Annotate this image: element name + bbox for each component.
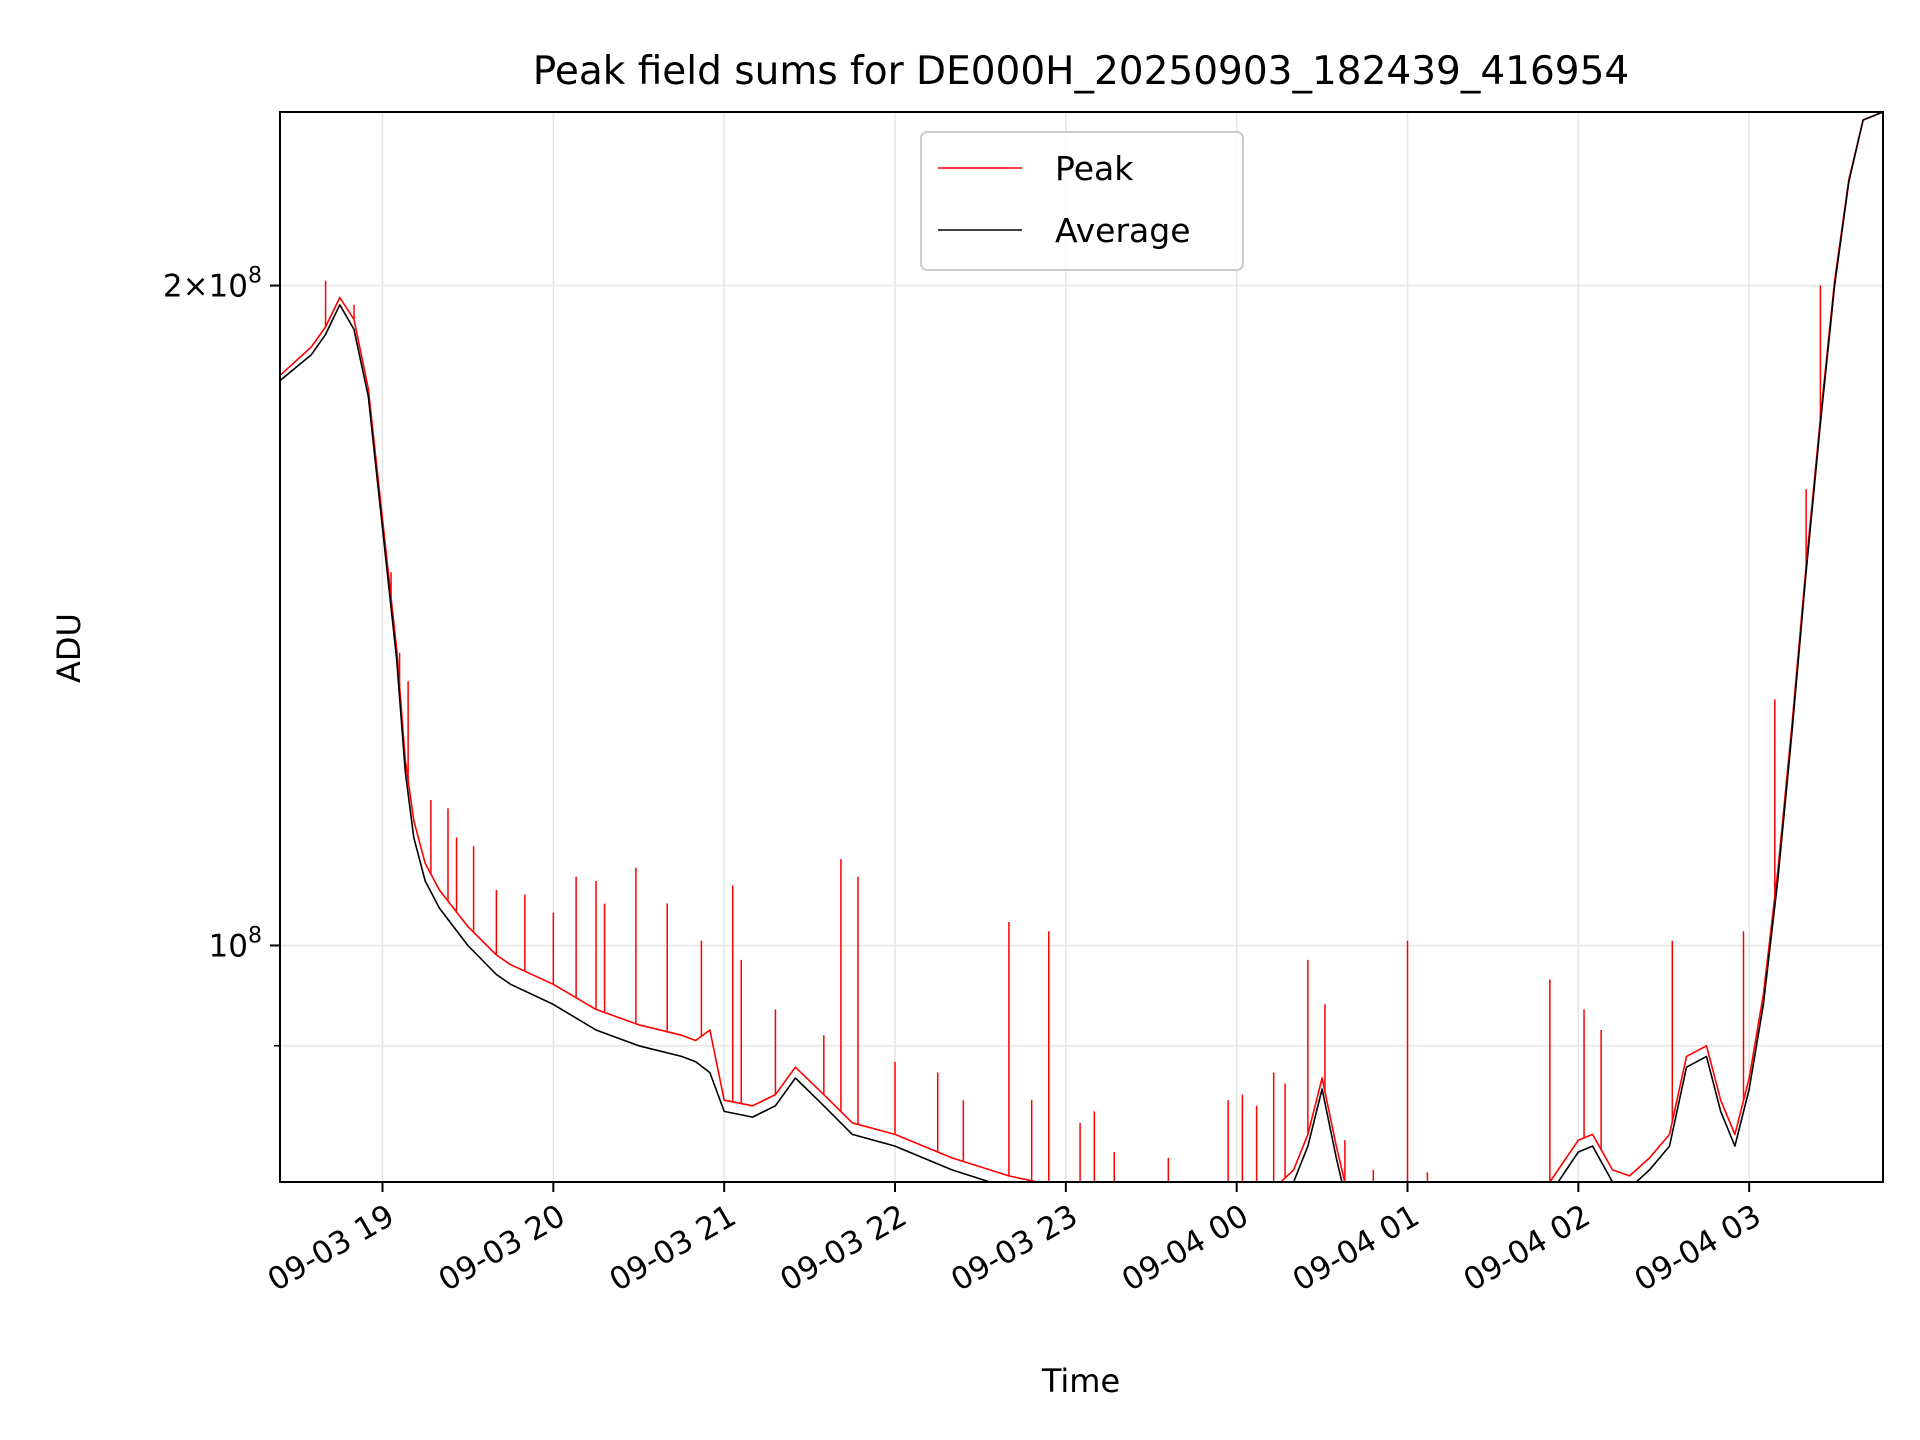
y-tick-exponent: 8 [248,923,262,948]
y-tick-base: 10 [209,928,248,964]
legend: Peak Average [920,131,1244,271]
series-layer [280,112,1883,1182]
series-line-average [280,112,1883,1182]
legend-label-average: Average [1055,211,1191,250]
y-axis-label: ADU [50,613,88,683]
plot-area [280,112,1883,1182]
x-axis-label: Time [1041,1362,1120,1400]
y-tick-label: 108 [209,923,262,964]
legend-box [920,131,1244,271]
series-line-peak [280,112,1883,1182]
chart-title: Peak field sums for DE000H_20250903_1824… [533,49,1630,94]
y-tick-label: 2×108 [163,264,262,305]
legend-label-peak: Peak [1055,149,1134,188]
y-tick-exponent: 8 [248,264,262,289]
y-tick-base: 2×10 [163,269,248,305]
plot-frame [279,111,1884,1183]
grid-lines [280,112,1883,1182]
